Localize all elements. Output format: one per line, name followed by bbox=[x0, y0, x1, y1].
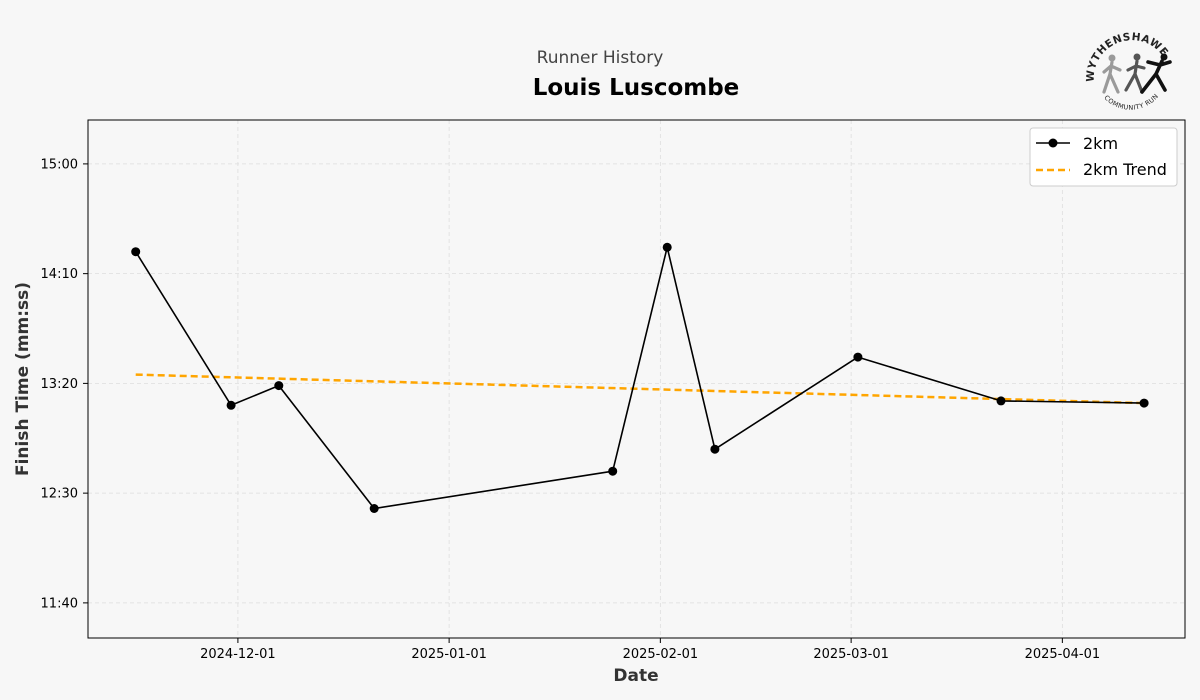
chart-title: Louis Luscombe bbox=[533, 75, 740, 101]
series-layer bbox=[131, 242, 1149, 513]
x-axis-label: Date bbox=[613, 666, 658, 686]
chart-subtitle: Runner History bbox=[537, 48, 664, 68]
data-point bbox=[226, 400, 236, 410]
legend-label-trend: 2km Trend bbox=[1083, 160, 1167, 179]
y-tick-label: 14:10 bbox=[41, 267, 78, 282]
trend-line bbox=[135, 373, 1145, 405]
x-tick-label: 2025-04-01 bbox=[1025, 647, 1101, 662]
y-tick-label: 13:20 bbox=[41, 377, 78, 392]
x-tick-label: 2024-12-01 bbox=[200, 647, 276, 662]
x-tick-label: 2025-01-01 bbox=[411, 647, 487, 662]
data-point bbox=[996, 396, 1006, 406]
data-point bbox=[369, 504, 379, 513]
y-axis-label: Finish Time (mm:ss) bbox=[13, 282, 33, 476]
y-tick-label: 11:40 bbox=[41, 596, 78, 611]
y-tick-label: 12:30 bbox=[41, 487, 78, 502]
plot-frame bbox=[87, 119, 1186, 639]
data-point bbox=[1139, 398, 1149, 408]
runner-silhouette-icon-mid bbox=[1124, 53, 1146, 94]
x-tick-label: 2025-03-01 bbox=[813, 647, 889, 662]
data-point bbox=[853, 352, 863, 362]
legend-swatch-series-marker bbox=[1048, 138, 1058, 148]
data-point bbox=[274, 381, 284, 391]
club-logo: WYTHENSHAWE COMMUNITY RUN bbox=[1085, 31, 1172, 112]
legend-label-series: 2km bbox=[1083, 134, 1118, 153]
data-point bbox=[131, 247, 141, 257]
runner-silhouette-icon-dark bbox=[1140, 53, 1172, 94]
y-tick-label: 15:00 bbox=[41, 157, 78, 172]
data-point bbox=[608, 466, 618, 476]
x-tick-label: 2025-02-01 bbox=[623, 647, 699, 662]
x-axis-ticks: 2024-12-01 2025-01-01 2025-02-01 2025-03-01… bbox=[200, 638, 1100, 662]
grid-lines bbox=[88, 120, 1185, 638]
runner-silhouette-icon-light bbox=[1102, 54, 1122, 94]
series-line-2km bbox=[135, 246, 1145, 510]
data-point bbox=[710, 444, 720, 454]
y-axis-ticks: 11:40 12:30 13:20 14:10 15:00 bbox=[41, 157, 88, 611]
data-point bbox=[662, 242, 672, 252]
logo-bottom-text: COMMUNITY RUN bbox=[1103, 92, 1161, 111]
legend: 2km 2km Trend bbox=[1029, 127, 1178, 187]
